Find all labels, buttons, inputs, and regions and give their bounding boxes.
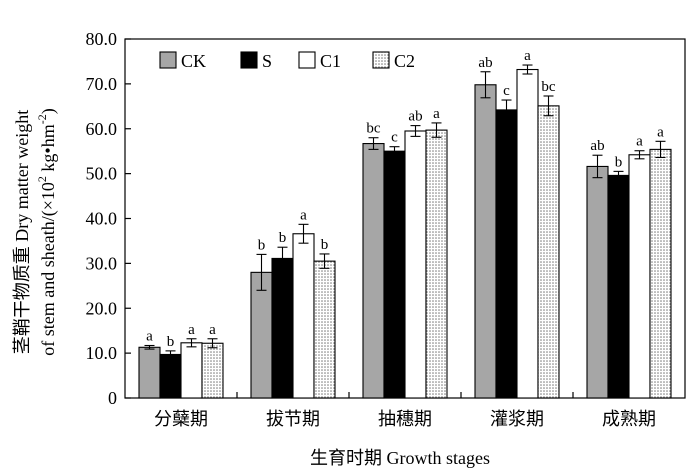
bar-c1 <box>628 154 651 399</box>
significance-label: a <box>146 328 153 344</box>
y-axis-title-line2: of stem and sheath/(×102 kg•hm-2) <box>35 108 59 355</box>
significance-label: a <box>524 48 531 64</box>
significance-label: b <box>279 230 287 246</box>
x-tick-label: 分蘖期 <box>154 409 208 430</box>
legend-swatch-c2 <box>372 51 390 69</box>
bar-s <box>495 109 518 399</box>
bar-s <box>159 353 182 399</box>
x-tick-label: 抽穗期 <box>378 409 432 430</box>
bar-c2 <box>201 342 224 399</box>
bar-ck <box>138 346 161 399</box>
x-tick-label: 拔节期 <box>266 409 320 430</box>
y-tick-label: 50.0 <box>86 164 118 184</box>
legend-swatch-s <box>240 51 258 69</box>
bar-ck <box>250 271 273 399</box>
y-tick-label: 30.0 <box>86 253 118 273</box>
significance-label: ab <box>590 138 604 154</box>
significance-label: a <box>657 124 664 140</box>
significance-label: a <box>300 207 307 223</box>
significance-label: c <box>391 130 398 146</box>
significance-label: a <box>636 134 643 150</box>
legend-label-ck: CK <box>181 51 206 71</box>
significance-label: bc <box>366 121 381 137</box>
legend-swatch-c1 <box>298 51 316 69</box>
legend-swatch-ck <box>159 51 177 69</box>
significance-label: a <box>188 322 195 338</box>
bar-ck <box>362 143 385 399</box>
bar-ck <box>474 84 497 399</box>
bar-c2 <box>649 148 672 399</box>
significance-label: ab <box>408 109 422 125</box>
bar-c1 <box>516 68 539 399</box>
y-tick-label: 20.0 <box>86 298 118 318</box>
bar-c1 <box>180 342 203 399</box>
y-axis-ticks: 0 10.0 20.0 30.0 40.0 50.0 60.0 70.0 80.0 <box>86 29 131 408</box>
bar-s <box>607 174 630 399</box>
y-tick-label: 0 <box>108 388 117 408</box>
legend: CK S C1 C2 <box>159 51 415 71</box>
significance-label: b <box>321 237 329 253</box>
y-tick-label: 60.0 <box>86 119 118 139</box>
significance-label: a <box>209 322 216 338</box>
significance-label: b <box>167 334 175 350</box>
legend-label-c2: C2 <box>394 51 415 71</box>
bar-c2 <box>537 105 560 399</box>
significance-label: b <box>258 237 266 253</box>
bar-c2 <box>313 260 336 399</box>
legend-label-c1: C1 <box>320 51 341 71</box>
bar-s <box>271 257 294 399</box>
significance-label: b <box>615 154 623 170</box>
significance-label: ab <box>478 55 492 71</box>
bar-ck <box>586 165 609 399</box>
y-axis-title-line1: 茎鞘干物质重 Dry matter weight <box>12 110 32 354</box>
y-tick-label: 80.0 <box>86 29 118 49</box>
significance-label: a <box>433 106 440 122</box>
bar-s <box>383 150 406 399</box>
y-tick-label: 40.0 <box>86 209 118 229</box>
y-tick-label: 10.0 <box>86 343 118 363</box>
y-tick-label: 70.0 <box>86 74 118 94</box>
legend-label-s: S <box>262 51 272 71</box>
x-tick-label: 灌浆期 <box>490 409 544 430</box>
significance-label: c <box>503 83 510 99</box>
bar-c1 <box>404 130 427 399</box>
bar-c2 <box>425 129 448 399</box>
y-axis-title: 茎鞘干物质重 Dry matter weight of stem and she… <box>12 108 59 355</box>
significance-label: bc <box>541 79 556 95</box>
x-tick-label: 成熟期 <box>602 409 656 430</box>
bar-c1 <box>292 233 315 399</box>
x-axis-ticks: 分蘖期 拔节期 抽穗期 灌浆期 成熟期 <box>154 392 656 430</box>
x-axis-title: 生育时期 Growth stages <box>310 448 490 468</box>
